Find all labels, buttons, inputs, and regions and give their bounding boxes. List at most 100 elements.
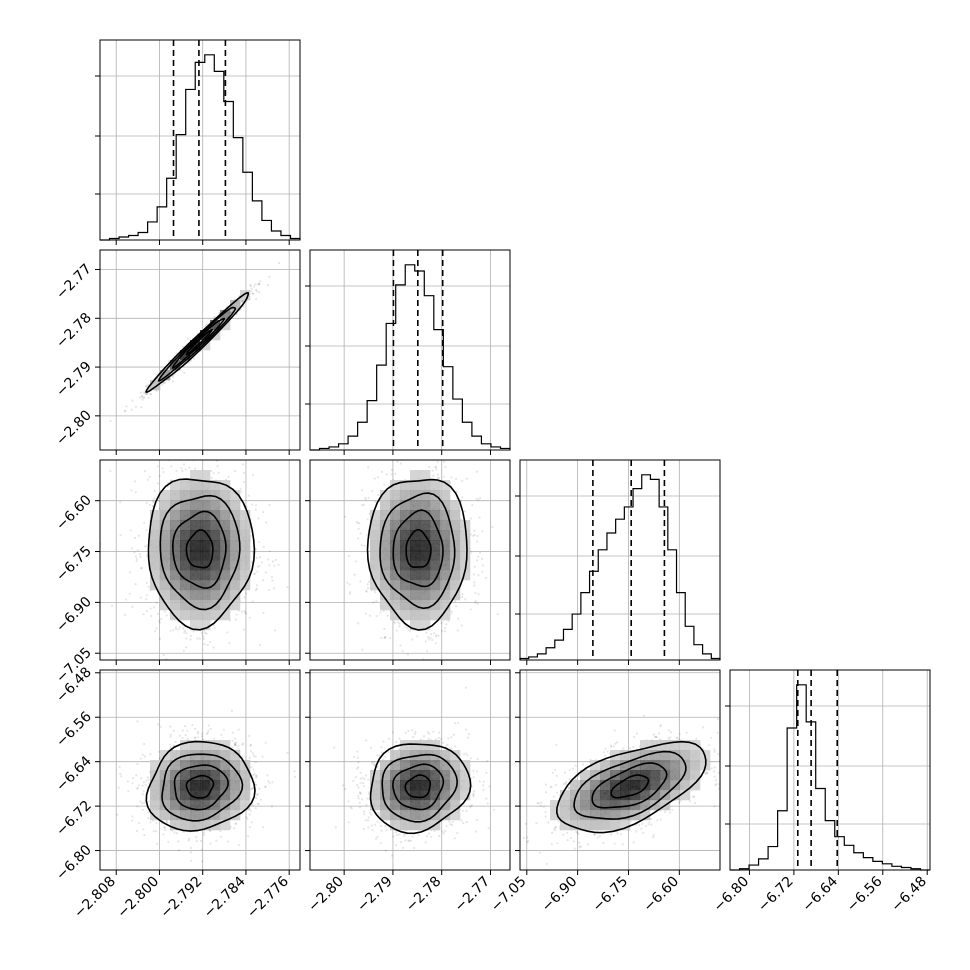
scatter-point	[125, 598, 128, 601]
scatter-point	[254, 297, 258, 301]
density-cell	[440, 540, 451, 551]
density-cell	[200, 570, 211, 581]
scatter-point	[243, 628, 246, 631]
scatter-point	[267, 558, 270, 561]
scatter-point	[393, 620, 396, 624]
density-cell	[430, 590, 441, 601]
scatter-point	[373, 477, 376, 480]
pair-panel-2-0	[99, 459, 301, 661]
scatter-point	[431, 638, 434, 642]
scatter-point	[144, 392, 147, 395]
scatter-point	[149, 821, 152, 824]
density-cell	[210, 320, 221, 331]
scatter-point	[145, 594, 149, 597]
density-cell	[410, 540, 421, 551]
density-cell	[400, 480, 411, 491]
density-cell	[170, 610, 181, 621]
scatter-point	[252, 754, 255, 757]
scatter-point	[258, 291, 261, 294]
scatter-point	[461, 496, 464, 499]
density-cell	[230, 560, 241, 571]
scatter-point	[365, 589, 368, 592]
scatter-point	[374, 500, 377, 503]
scatter-point	[273, 629, 277, 632]
density-cell	[220, 490, 231, 501]
density-cell	[230, 540, 241, 551]
density-cell	[190, 340, 201, 351]
scatter-point	[358, 522, 361, 525]
scatter-point	[189, 638, 192, 641]
density-cell	[400, 600, 411, 611]
scatter-point	[240, 610, 243, 613]
density-cell	[410, 500, 421, 511]
contour-line	[392, 509, 444, 588]
scatter-point	[261, 579, 265, 582]
scatter-point	[425, 631, 428, 634]
scatter-point	[152, 606, 156, 609]
scatter-point	[192, 630, 195, 633]
scatter-point	[124, 613, 127, 617]
scatter-point	[473, 573, 476, 576]
scatter-point	[146, 478, 149, 481]
scatter-point	[407, 426, 409, 428]
density-cell	[440, 490, 451, 501]
density-cell	[460, 560, 471, 571]
density-cell	[220, 510, 231, 521]
scatter-point	[183, 631, 186, 634]
scatter-point	[146, 555, 149, 558]
panel-content	[100, 460, 289, 660]
scatter-point	[457, 617, 460, 620]
density-cell	[430, 560, 441, 571]
density-cell	[440, 550, 451, 561]
scatter-point	[442, 475, 445, 478]
scatter-point	[254, 589, 257, 592]
scatter-point	[476, 540, 479, 543]
density-cell	[190, 550, 201, 561]
density-cell	[200, 480, 211, 491]
scatter-point	[109, 419, 112, 423]
scatter-point	[386, 614, 389, 617]
scatter-point	[142, 613, 145, 616]
density-cell	[430, 570, 441, 581]
scatter-point	[158, 474, 161, 478]
density-cell	[160, 500, 171, 511]
scatter-point	[384, 636, 387, 639]
scatter-point	[257, 283, 260, 286]
scatter-point	[130, 489, 133, 492]
density-cell	[200, 550, 211, 561]
density-cell	[410, 490, 421, 501]
density-cell	[410, 610, 421, 621]
density-cell	[370, 560, 381, 571]
density-cell	[230, 550, 241, 561]
scatter-point	[473, 533, 476, 537]
scatter-point	[156, 612, 160, 616]
hist-series	[730, 684, 930, 871]
scatter-point	[440, 622, 443, 625]
density-cell	[380, 500, 391, 511]
scatter-point	[193, 357, 196, 360]
scatter-point	[366, 518, 369, 521]
density-cell	[400, 560, 411, 571]
scatter-point	[254, 761, 257, 764]
scatter-point	[272, 587, 276, 590]
density-cell	[440, 520, 451, 531]
density-cell	[210, 580, 221, 591]
scatter-point	[256, 565, 259, 568]
density-cell	[150, 520, 161, 531]
scatter-point	[255, 556, 258, 560]
density-cell	[170, 510, 181, 521]
scatter-point	[250, 821, 253, 824]
density-cell	[220, 590, 231, 601]
density-cell	[420, 540, 431, 551]
scatter-point	[228, 641, 231, 645]
scatter-point	[366, 583, 369, 586]
scatter-point	[435, 634, 438, 637]
hist-panel-3	[725, 669, 931, 871]
scatter-point	[135, 774, 138, 777]
scatter-point	[156, 465, 159, 468]
density-cell	[420, 470, 431, 481]
density-cell	[430, 600, 441, 611]
scatter-point	[200, 860, 204, 863]
scatter-point	[205, 632, 208, 635]
scatter-point	[394, 472, 397, 475]
